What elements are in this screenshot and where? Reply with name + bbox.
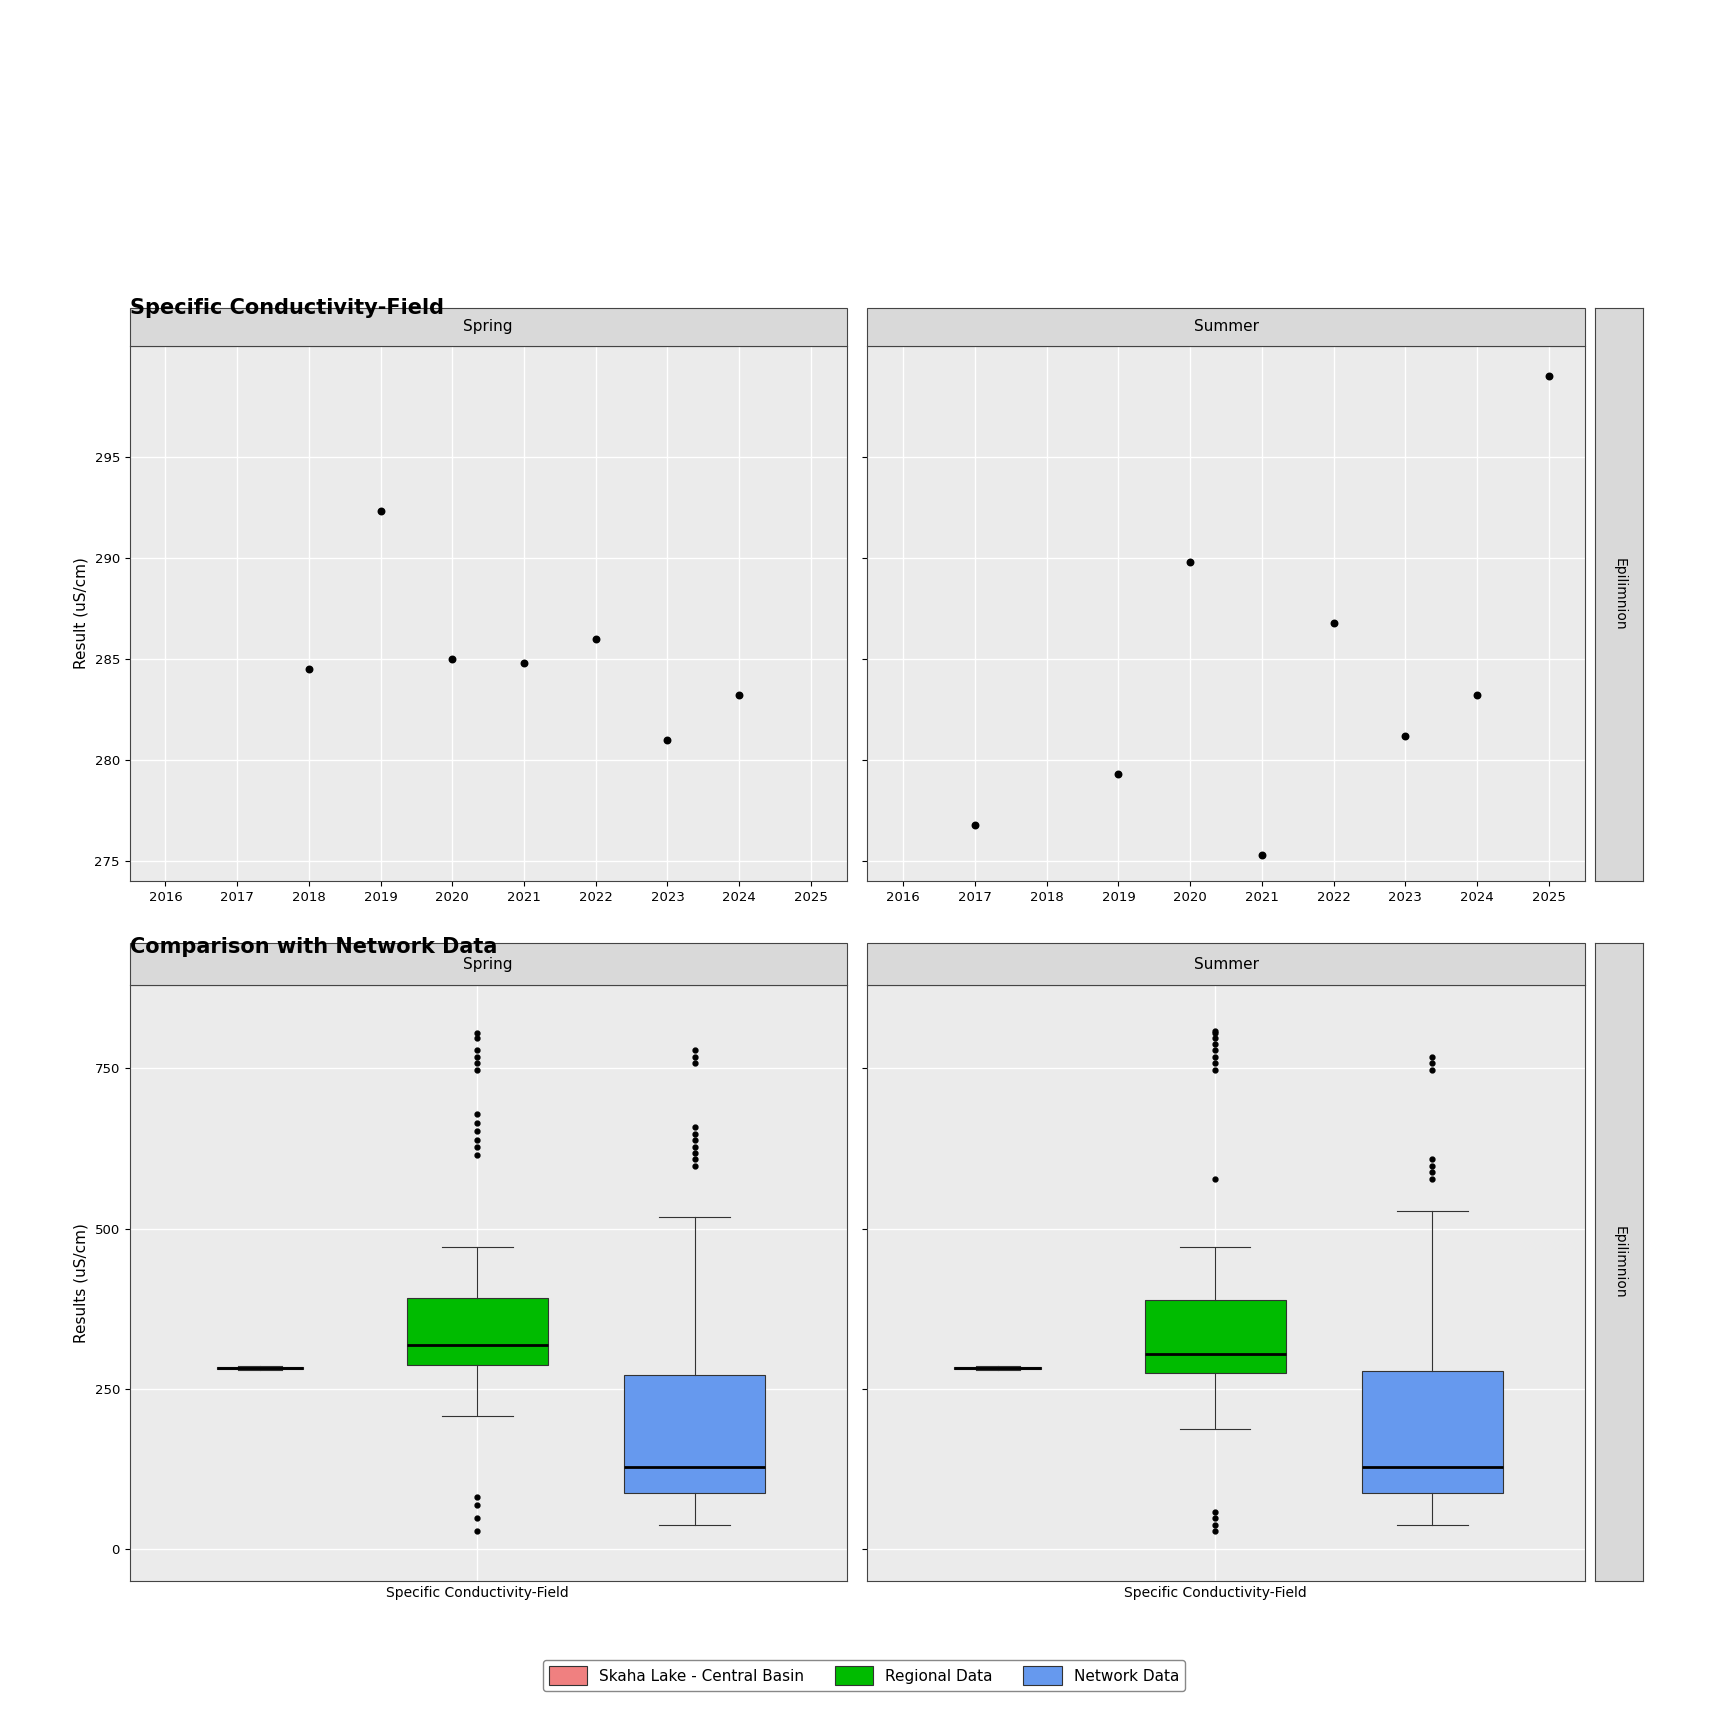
Y-axis label: Result (uS/cm): Result (uS/cm) <box>74 558 88 669</box>
Point <box>726 681 753 708</box>
Point <box>439 645 467 672</box>
FancyBboxPatch shape <box>867 943 1585 985</box>
Point <box>582 626 610 653</box>
Text: Specific Conductivity-Field: Specific Conductivity-Field <box>130 297 444 318</box>
Text: Summer: Summer <box>1194 957 1258 971</box>
Point <box>1534 363 1562 391</box>
Point <box>961 810 988 838</box>
Text: Spring: Spring <box>463 957 513 971</box>
Point <box>366 498 394 525</box>
FancyBboxPatch shape <box>130 308 847 346</box>
Point <box>653 726 681 753</box>
PathPatch shape <box>216 1367 304 1369</box>
Point <box>1464 681 1491 708</box>
Text: Comparison with Network Data: Comparison with Network Data <box>130 937 498 957</box>
FancyBboxPatch shape <box>867 308 1585 346</box>
Text: Epilimnion: Epilimnion <box>1612 1225 1626 1298</box>
Text: Summer: Summer <box>1194 320 1258 334</box>
Point <box>1177 548 1204 575</box>
Text: Spring: Spring <box>463 320 513 334</box>
PathPatch shape <box>954 1367 1042 1369</box>
PathPatch shape <box>624 1375 766 1493</box>
PathPatch shape <box>1144 1301 1286 1372</box>
FancyBboxPatch shape <box>130 943 847 985</box>
Point <box>1248 842 1275 869</box>
PathPatch shape <box>1362 1370 1503 1493</box>
Y-axis label: Results (uS/cm): Results (uS/cm) <box>74 1223 88 1343</box>
Legend: Skaha Lake - Central Basin, Regional Data, Network Data: Skaha Lake - Central Basin, Regional Dat… <box>543 1661 1185 1692</box>
PathPatch shape <box>406 1298 548 1365</box>
Text: Epilimnion: Epilimnion <box>1612 558 1626 631</box>
Point <box>295 655 323 683</box>
Point <box>1320 608 1348 636</box>
Point <box>1104 760 1132 788</box>
Point <box>1391 722 1419 750</box>
Point <box>510 650 537 677</box>
